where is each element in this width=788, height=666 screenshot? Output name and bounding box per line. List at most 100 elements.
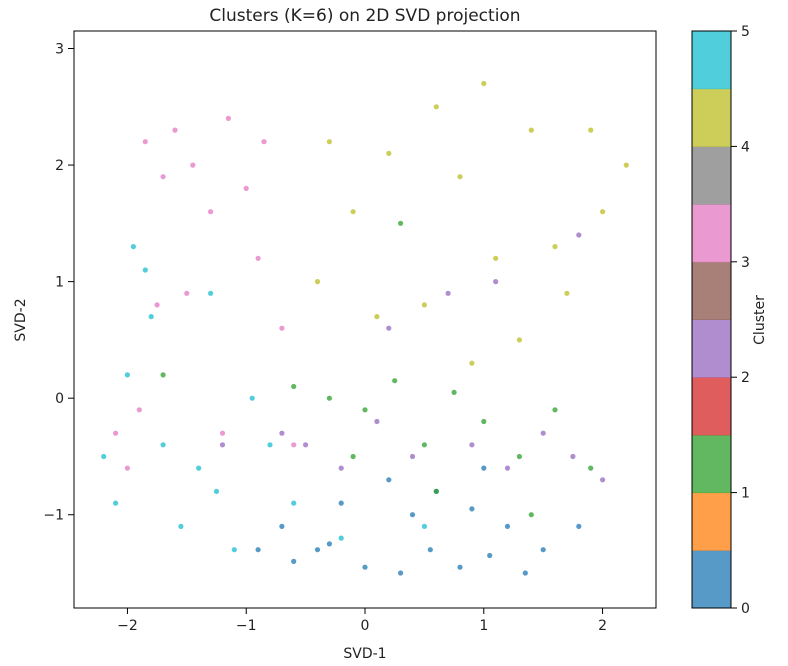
- cluster-3-series: [113, 115, 297, 471]
- cluster-3-point: [279, 325, 285, 331]
- cluster-1-point: [433, 488, 439, 494]
- cluster-3-point: [225, 115, 231, 121]
- y-tick-label: −1: [43, 508, 64, 524]
- colorbar-segment: [692, 319, 731, 378]
- cluster-2-point: [570, 453, 576, 460]
- cluster-5-point: [130, 244, 136, 250]
- cluster-4-point: [528, 127, 534, 133]
- colorbar-tick-label: 0: [741, 601, 750, 617]
- cluster-5-point: [113, 500, 119, 506]
- x-tick-label: 0: [361, 618, 370, 634]
- cluster-5-point: [208, 290, 214, 296]
- cluster-0-point: [409, 512, 416, 518]
- cluster-1-point: [291, 383, 297, 390]
- colorbar-tick-label: 4: [741, 139, 750, 155]
- cluster-2-point: [504, 465, 511, 471]
- cluster-2-point: [338, 465, 344, 471]
- cluster-3-point: [255, 255, 261, 261]
- cluster-4-point: [421, 302, 427, 308]
- plot-frame: [73, 30, 657, 609]
- cluster-3-point: [261, 139, 267, 145]
- colorbar-tick-label: 2: [741, 370, 750, 386]
- cluster-3-point: [291, 442, 297, 448]
- cluster-4-point: [623, 162, 629, 168]
- cluster-0-point: [469, 506, 475, 512]
- cluster-5-series: [101, 244, 427, 553]
- cluster-1-point: [451, 389, 457, 395]
- y-tick-label: 2: [55, 158, 64, 174]
- cluster-5-point: [231, 547, 237, 553]
- cluster-4-point: [314, 279, 321, 285]
- cluster-1-point: [326, 395, 332, 401]
- colorbar: 0 1 2 3 4 5 Cluster: [691, 24, 768, 617]
- cluster-5-point: [213, 488, 220, 494]
- cluster-3-point: [172, 127, 178, 133]
- cluster-3-point: [142, 139, 148, 145]
- x-tick-label: 2: [598, 618, 607, 634]
- cluster-5-point: [178, 523, 184, 530]
- cluster-5-point: [421, 523, 427, 530]
- y-tick-label: 3: [55, 41, 64, 57]
- cluster-4-point: [457, 174, 463, 180]
- cluster-2-point: [493, 279, 499, 285]
- cluster-4-point: [552, 244, 558, 250]
- colorbar-segments: [692, 31, 731, 609]
- colorbar-segment: [692, 261, 731, 320]
- cluster-0-point: [576, 523, 582, 530]
- cluster-5-point: [291, 500, 297, 506]
- cluster-5-point: [160, 442, 166, 448]
- cluster-0-point: [504, 523, 511, 530]
- cluster-1-point: [481, 418, 487, 425]
- cluster-2-point: [409, 453, 416, 460]
- cluster-3-point: [208, 209, 214, 215]
- cluster-4-point: [374, 314, 380, 320]
- cluster-0-point: [522, 570, 528, 576]
- colorbar-tick-label: 5: [741, 24, 750, 40]
- cluster-0-point: [326, 541, 332, 547]
- cluster-0-point: [427, 547, 433, 553]
- cluster-2-point: [374, 418, 380, 425]
- cluster-5-point: [196, 465, 202, 471]
- cluster-2-point: [540, 430, 546, 436]
- cluster-2-point: [386, 325, 392, 331]
- cluster-2-point: [219, 442, 226, 448]
- cluster-4-point: [493, 255, 499, 261]
- cluster-3-point: [136, 407, 142, 413]
- cluster-4-point: [516, 337, 523, 343]
- cluster-4-point: [350, 209, 356, 215]
- colorbar-tick-label: 1: [741, 486, 750, 502]
- cluster-1-point: [516, 453, 523, 460]
- cluster-5-point: [148, 314, 154, 320]
- cluster-3-point: [184, 290, 190, 296]
- cluster-2-point: [303, 442, 309, 448]
- cluster-1-point: [421, 442, 427, 448]
- x-axis-title: SVD-1: [343, 646, 386, 662]
- cluster-1-point: [362, 407, 368, 413]
- cluster-5-point: [267, 442, 273, 448]
- cluster-1-point: [160, 372, 166, 378]
- colorbar-segment: [692, 88, 731, 147]
- colorbar-ticks: 0 1 2 3 4 5: [731, 24, 750, 617]
- cluster-4-point: [481, 80, 487, 87]
- y-axis: −1 0 1 2 3: [43, 41, 74, 524]
- colorbar-segment: [692, 434, 731, 494]
- cluster-3-point: [219, 430, 226, 436]
- cluster-4-point: [564, 290, 570, 296]
- plot-area: [73, 30, 657, 609]
- cluster-3-point: [243, 185, 249, 191]
- cluster-5-point: [124, 372, 130, 378]
- cluster-5-point: [338, 535, 344, 541]
- colorbar-segment: [692, 146, 731, 205]
- y-axis-title: SVD-2: [13, 298, 29, 341]
- cluster-0-point: [314, 547, 321, 553]
- cluster-4-point: [469, 360, 475, 366]
- cluster-0-point: [457, 564, 463, 570]
- cluster-5-point: [249, 395, 255, 401]
- cluster-4-series: [314, 80, 629, 366]
- cluster-1-point: [392, 378, 398, 384]
- cluster-2-point: [469, 442, 475, 448]
- cluster-0-point: [487, 552, 493, 559]
- colorbar-label: Cluster: [752, 295, 768, 345]
- cluster-3-point: [113, 430, 119, 436]
